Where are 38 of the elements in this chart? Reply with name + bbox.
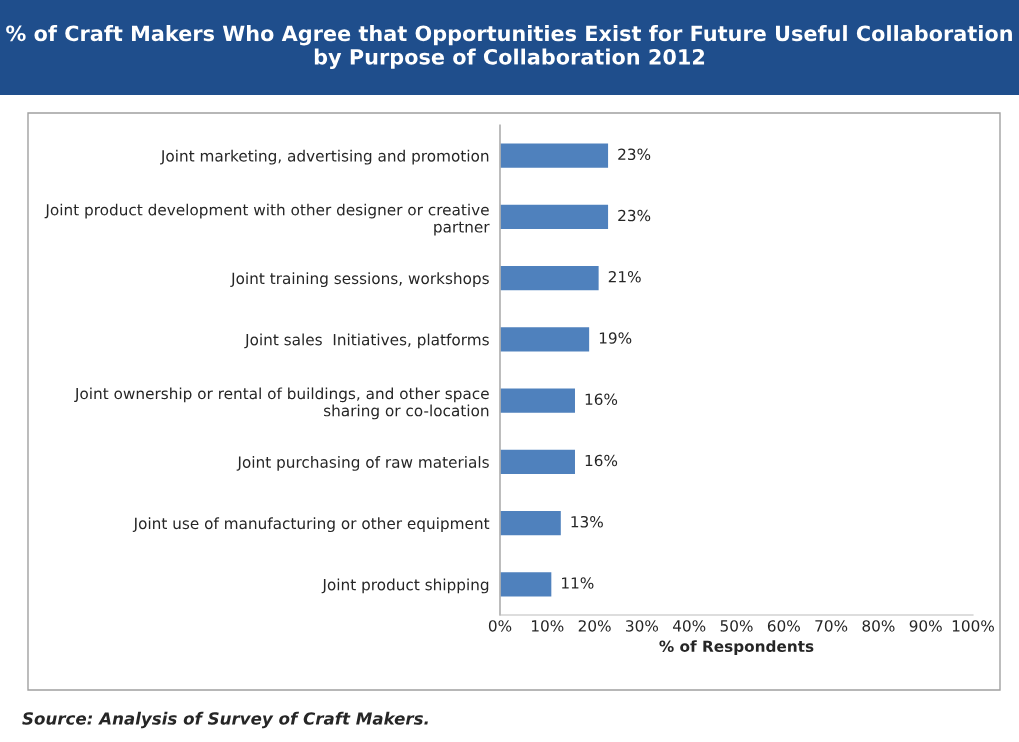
x-tick-label: 70% [815,620,848,632]
data-label: 16% [585,454,618,467]
source-note: Source: Analysis of Survey of Craft Makers. [22,711,428,729]
data-label: 11% [562,577,594,589]
data-label: 19% [599,332,632,344]
bar [500,325,591,353]
x-axis-title: % of Respondents [659,640,814,655]
bar [500,142,610,170]
y-tick-label: Joint marketing, advertising and promotion [160,149,489,165]
y-tick-label: Joint purchasing of raw materials [236,456,489,471]
bar [500,570,553,598]
y-tick-label: Joint use of manufacturing or other equipment [132,517,490,533]
y-tick-label: Joint ownership or rental of buildings, and other space sharing or co-location [74,387,489,420]
bar [500,203,610,231]
y-tick-label: Joint product shipping [321,578,489,594]
data-label: 21% [608,271,641,283]
data-label: 16% [585,393,618,406]
y-tick-label: Joint training sessions, workshops [230,272,489,288]
x-tick-label: 10% [532,620,564,632]
data-label: 13% [571,516,603,528]
bar [500,448,577,476]
bar [500,264,601,292]
x-tick-label: 100% [952,620,994,632]
x-tick-label: 90% [909,620,942,632]
data-label: 23% [618,148,651,161]
chart-title: % of Craft Makers Who Agree that Opportunities Exist for Future Useful Collaboration by Purpose of Collaboration 2012 [6,25,1012,69]
bar [500,387,577,415]
x-tick-label: 30% [626,620,659,632]
bar [500,509,563,537]
y-tick-label: Joint product development with other designer or creative partner [44,203,490,236]
x-tick-label: 50% [720,620,753,632]
x-tick-label: 80% [862,620,895,632]
x-tick-label: 40% [672,620,706,632]
x-tick-label: 20% [578,620,611,632]
data-label: 23% [618,209,651,222]
x-tick-label: 0% [488,620,512,632]
y-tick-label: Joint sales Initiatives, platforms [244,333,489,349]
x-tick-label: 60% [767,620,800,632]
